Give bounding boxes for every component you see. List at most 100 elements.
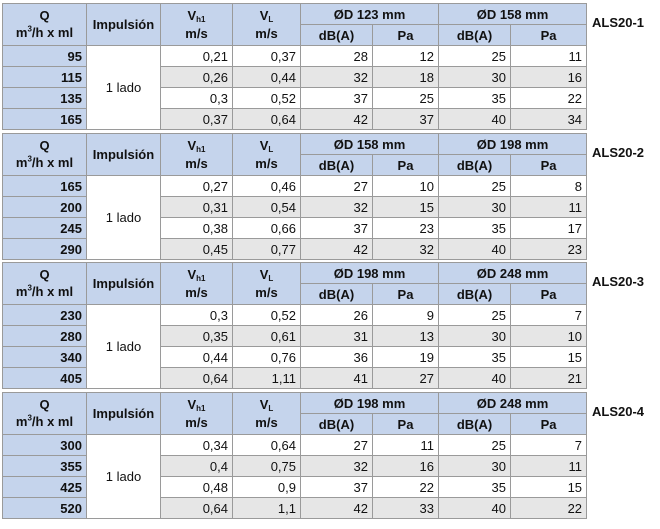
header-vh1: Vh1 m/s [160,262,233,305]
cell-pa-2: 7 [510,434,588,456]
model-label: ALS20-4 [592,404,645,419]
cell-pa-1: 37 [371,108,440,130]
cell-dba-2: 35 [438,346,512,368]
cell-impulsion: 1 lado [86,434,161,519]
cell-pa-2: 23 [510,238,588,260]
header-impulsion: Impulsión [86,392,161,435]
header-diameter-2: ØD 198 mm [438,133,588,155]
cell-dba-1: 32 [300,196,373,218]
cell-flow: 165 [2,108,87,130]
cell-pa-1: 11 [371,434,440,456]
cell-pa-2: 34 [510,108,588,130]
cell-dba-1: 42 [300,238,373,260]
header-pa-1: Pa [371,154,440,176]
cell-dba-1: 27 [300,434,373,456]
header-diameter-1: ØD 198 mm [299,262,440,284]
cell-vl: 0,66 [232,217,301,239]
cell-pa-2: 8 [510,175,588,197]
cell-pa-1: 13 [371,325,440,347]
header-diameter-1: ØD 123 mm [299,3,440,25]
cell-pa-2: 15 [510,476,588,498]
cell-dba-2: 40 [438,238,512,260]
cell-dba-2: 40 [438,367,512,389]
header-flow-unit: m3/h x ml [15,154,74,171]
cell-pa-2: 21 [510,367,588,389]
spec-table: Q m3/h x ml Impulsión Vh1 m/s VL m/s ØD 12… [2,3,588,130]
cell-vl: 0,64 [232,434,301,456]
cell-pa-1: 33 [371,497,440,519]
header-row-top: Q m3/h x ml Impulsión Vh1 m/s VL m/s ØD 12… [2,3,588,46]
cell-dba-2: 40 [438,108,512,130]
cell-pa-1: 32 [371,238,440,260]
cell-flow: 520 [2,497,87,519]
header-flow-label: Q [39,7,50,23]
cell-flow: 425 [2,476,87,498]
cell-dba-1: 32 [300,455,373,477]
header-diameter-2: ØD 248 mm [438,262,588,284]
header-vl: VL m/s [232,133,301,176]
model-label: ALS20-1 [592,15,645,30]
header-flow-unit: m3/h x ml [15,283,74,300]
cell-vh1: 0,3 [160,87,233,109]
cell-flow: 165 [2,175,87,197]
cell-flow: 340 [2,346,87,368]
cell-flow: 135 [2,87,87,109]
cell-dba-1: 37 [300,87,373,109]
header-row-sub: dB(A) Pa dB(A) Pa [3,283,588,305]
cell-vl: 0,9 [232,476,301,498]
cell-flow: 245 [2,217,87,239]
cell-vl: 0,44 [232,66,301,88]
cell-flow: 230 [2,304,87,326]
cell-vh1: 0,37 [160,108,233,130]
header-diameter-1: ØD 158 mm [299,133,440,155]
cell-flow: 290 [2,238,87,260]
cell-dba-2: 30 [438,455,512,477]
header-vl: VL m/s [232,3,301,46]
header-impulsion: Impulsión [86,133,161,176]
cell-vh1: 0,48 [160,476,233,498]
cell-flow: 95 [2,45,87,67]
header-dba-1: dB(A) [300,283,373,305]
spec-table-block: Q m3/h x ml Impulsión Vh1 m/s VL m/s ØD 19… [2,392,588,522]
cell-dba-2: 25 [438,304,512,326]
cell-dba-2: 35 [438,217,512,239]
table-row: 165 0,37 0,64 42 37 40 34 [2,108,588,130]
header-pa-2: Pa [510,413,588,435]
cell-vl: 0,46 [232,175,301,197]
cell-pa-1: 9 [371,304,440,326]
cell-dba-2: 30 [438,196,512,218]
cell-impulsion: 1 lado [86,45,161,130]
cell-vl: 0,52 [232,87,301,109]
cell-dba-1: 42 [300,497,373,519]
cell-dba-2: 35 [438,87,512,109]
cell-vh1: 0,38 [160,217,233,239]
header-pa-2: Pa [510,283,588,305]
header-diameter-2: ØD 158 mm [438,3,588,25]
cell-pa-1: 10 [371,175,440,197]
cell-flow: 355 [2,455,87,477]
cell-pa-1: 23 [371,217,440,239]
table-row: 405 0,64 1,11 41 27 40 21 [2,367,588,389]
cell-pa-2: 16 [510,66,588,88]
cell-pa-2: 7 [510,304,588,326]
cell-vl: 0,52 [232,304,301,326]
cell-pa-2: 11 [510,196,588,218]
table-row: 135 0,3 0,52 37 25 35 22 [2,87,588,109]
cell-vl: 0,37 [232,45,301,67]
spec-table: Q m3/h x ml Impulsión Vh1 m/s VL m/s ØD 19… [2,262,588,389]
cell-pa-1: 22 [371,476,440,498]
header-vl: VL m/s [232,392,301,435]
cell-vh1: 0,21 [160,45,233,67]
header-impulsion: Impulsión [86,3,161,46]
cell-vh1: 0,31 [160,196,233,218]
cell-vh1: 0,35 [160,325,233,347]
header-flow: Q m3/h x ml [2,262,87,305]
cell-vl: 0,61 [232,325,301,347]
header-pa-1: Pa [371,24,440,46]
header-pa-2: Pa [510,24,588,46]
header-flow-label: Q [39,266,50,282]
model-label: ALS20-3 [592,274,645,289]
header-flow-unit: m3/h x ml [15,413,74,430]
header-diameter-2: ØD 248 mm [438,392,588,414]
header-dba-1: dB(A) [300,413,373,435]
